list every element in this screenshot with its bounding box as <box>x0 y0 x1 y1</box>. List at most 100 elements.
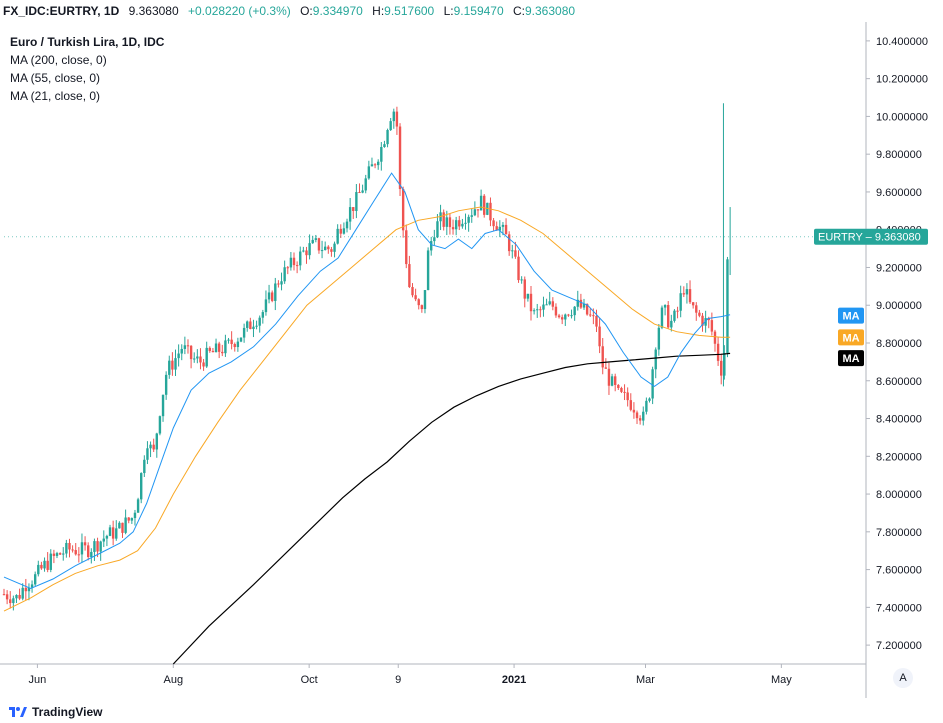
candle-body <box>43 560 46 569</box>
candle-body <box>15 594 18 599</box>
candle-body <box>604 367 608 369</box>
candle-body <box>320 250 324 252</box>
ma-tag <box>838 329 864 346</box>
candle-body <box>635 412 639 419</box>
candle-body <box>557 315 561 318</box>
candle-body <box>68 542 71 550</box>
candle-body <box>199 356 202 363</box>
candle-body <box>473 209 477 216</box>
candle-body <box>102 538 105 542</box>
last-price-tag-label: EURTRY – 9.363080 <box>818 232 921 244</box>
candle-body <box>217 343 221 352</box>
candle-body <box>401 189 405 231</box>
candle-body <box>93 541 96 552</box>
candle-body <box>695 305 698 313</box>
candle-body <box>667 305 670 328</box>
candle-body <box>682 293 685 295</box>
candle-body <box>30 584 34 588</box>
candle-body <box>645 400 648 412</box>
candle-body <box>464 222 467 224</box>
candle-body <box>654 349 657 370</box>
candle-body <box>430 241 433 251</box>
candle-body <box>299 251 302 266</box>
candle-body <box>236 341 240 348</box>
candle-body <box>617 384 620 388</box>
candle-body <box>442 212 445 227</box>
candle-body <box>124 517 127 533</box>
candle-body <box>62 553 65 555</box>
candle-body <box>161 394 165 417</box>
candle-body <box>670 320 673 328</box>
candle-body <box>140 473 143 500</box>
x-tick-label: Aug <box>163 674 183 686</box>
candle-body <box>420 305 424 310</box>
legend-ma21[interactable]: MA (21, close, 0) <box>10 89 101 103</box>
auto-scale-button[interactable]: A <box>893 668 913 688</box>
candle-body <box>467 216 470 223</box>
candle-body <box>495 226 498 231</box>
close-value: 9.363080 <box>525 4 576 18</box>
legend-ma55[interactable]: MA (55, close, 0) <box>10 71 101 85</box>
ma-tag-label: MA <box>842 332 859 344</box>
candle-body <box>96 541 99 552</box>
candle-body <box>155 433 158 450</box>
candle-body <box>626 392 629 401</box>
y-tick-label: 8.000000 <box>876 489 922 501</box>
open-value: 9.334970 <box>312 4 363 18</box>
candle-body <box>389 121 392 131</box>
candle-body <box>436 221 439 238</box>
candle-body <box>548 301 551 305</box>
candle-body <box>136 499 140 513</box>
candle-body <box>392 111 395 122</box>
x-tick-label: May <box>771 674 792 686</box>
candle-body <box>713 331 717 344</box>
candle-body <box>280 281 283 285</box>
candle-body <box>698 312 701 316</box>
candle-body <box>9 599 12 604</box>
candle-body <box>411 287 414 296</box>
candle-body <box>479 195 483 211</box>
candle-body <box>58 553 62 555</box>
candle-body <box>252 326 255 330</box>
candle-body <box>99 541 102 552</box>
candle-body <box>49 553 52 570</box>
y-tick-label: 8.200000 <box>876 451 922 463</box>
candle-body <box>108 527 112 536</box>
candle-body <box>564 314 567 320</box>
candle-body <box>461 223 464 227</box>
y-tick-label: 9.800000 <box>876 149 922 161</box>
candle-body <box>21 587 24 599</box>
y-tick-label: 7.600000 <box>876 565 922 577</box>
candle-body <box>507 234 511 252</box>
candle-body <box>560 317 564 320</box>
candle-body <box>292 257 296 266</box>
candle-body <box>264 299 268 313</box>
candle-body <box>589 314 592 316</box>
candle-body <box>115 528 118 539</box>
legend-ma200[interactable]: MA (200, close, 0) <box>10 53 107 67</box>
tradingview-logo[interactable]: TradingView <box>8 701 102 723</box>
candle-body <box>90 551 93 557</box>
chart-title: Euro / Turkish Lira, 1D, IDC <box>10 35 165 49</box>
candle-body <box>143 459 146 474</box>
candle-body <box>323 246 327 251</box>
y-tick-label: 9.600000 <box>876 187 922 199</box>
candle-body <box>685 289 689 295</box>
symbol-label[interactable]: FX_IDC:EURTRY, 1D <box>3 4 120 18</box>
candle-body <box>676 310 679 312</box>
candle-body <box>86 545 90 557</box>
candle-body <box>380 147 383 162</box>
candle-body <box>657 327 661 350</box>
candle-body <box>364 178 367 191</box>
y-tick-label: 8.800000 <box>876 338 922 350</box>
candle-body <box>386 130 389 145</box>
x-tick-label: Jun <box>29 674 47 686</box>
candle-body <box>183 345 187 349</box>
price-chart[interactable]: 7.200000 7.400000 7.600000 7.800000 8.000000… <box>0 22 943 698</box>
candle-body <box>532 310 536 312</box>
candle-body <box>498 226 502 231</box>
candle-body <box>246 321 249 328</box>
chart-legend: Euro / Turkish Lira, 1D, IDC MA (200, cl… <box>10 33 164 105</box>
candle-body <box>361 190 364 193</box>
ma55-line <box>3 206 731 612</box>
